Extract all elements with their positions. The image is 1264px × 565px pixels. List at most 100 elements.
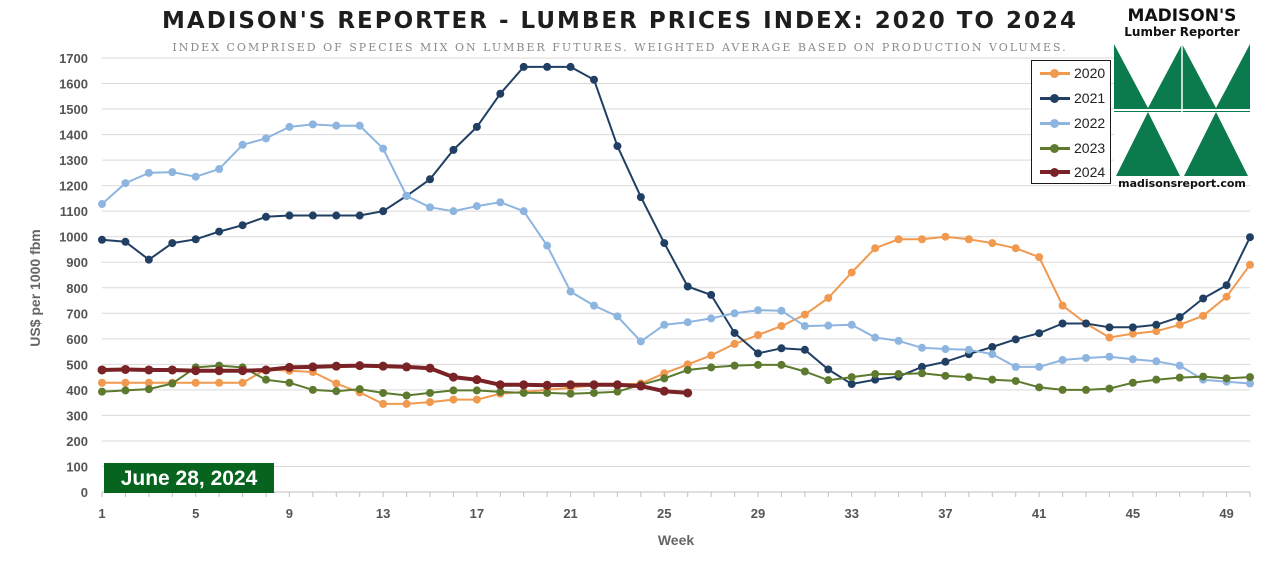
data-point xyxy=(871,370,880,379)
data-point xyxy=(472,375,482,385)
data-point xyxy=(402,191,411,200)
data-point xyxy=(472,386,481,395)
data-point xyxy=(168,379,177,388)
data-point xyxy=(355,211,364,220)
y-tick-label: 1000 xyxy=(59,230,88,245)
data-point xyxy=(426,398,434,407)
data-point xyxy=(121,237,130,246)
y-tick-label: 1200 xyxy=(59,179,88,194)
data-point xyxy=(1152,320,1161,329)
data-point xyxy=(449,145,458,154)
x-tick-label: 37 xyxy=(938,506,952,521)
data-point xyxy=(918,369,926,378)
data-point xyxy=(285,122,294,131)
data-point xyxy=(590,301,598,310)
data-point xyxy=(215,227,224,236)
data-point xyxy=(1175,373,1184,382)
data-point xyxy=(660,320,669,329)
y-tick-label: 100 xyxy=(66,459,88,474)
data-point xyxy=(636,337,645,346)
data-point xyxy=(800,322,809,331)
data-point xyxy=(707,314,716,323)
data-point xyxy=(519,207,528,216)
data-point xyxy=(613,142,622,151)
data-point xyxy=(496,198,505,207)
data-point xyxy=(191,366,201,376)
data-point xyxy=(378,361,388,371)
data-point xyxy=(355,361,365,371)
data-point xyxy=(754,330,762,339)
data-point xyxy=(426,388,434,397)
y-tick-label: 0 xyxy=(81,485,88,500)
data-point xyxy=(98,235,106,244)
x-tick-label: 1 xyxy=(98,506,105,521)
data-point xyxy=(824,293,833,302)
data-point xyxy=(707,363,716,372)
y-tick-label: 600 xyxy=(66,332,88,347)
data-point xyxy=(683,388,693,398)
data-point xyxy=(402,362,412,372)
data-point xyxy=(215,378,224,387)
x-tick-label: 49 xyxy=(1219,506,1233,521)
data-point xyxy=(98,200,106,209)
data-point xyxy=(964,235,973,244)
data-point xyxy=(777,322,786,331)
chart-title: MADISON'S REPORTER - LUMBER PRICES INDEX… xyxy=(162,8,1078,34)
data-point xyxy=(894,370,903,379)
data-point xyxy=(1128,323,1137,332)
data-point xyxy=(168,168,177,177)
data-point xyxy=(1035,362,1044,371)
data-point xyxy=(355,121,364,130)
x-tick-label: 45 xyxy=(1126,506,1140,521)
y-tick-label: 1500 xyxy=(59,102,88,117)
data-point xyxy=(1105,352,1114,361)
data-point xyxy=(1058,301,1067,310)
data-point xyxy=(308,120,317,129)
data-point xyxy=(331,361,341,371)
y-tick-label: 500 xyxy=(66,357,88,372)
data-point xyxy=(1105,323,1114,332)
data-point xyxy=(332,387,341,396)
data-point xyxy=(332,211,341,220)
y-tick-label: 1700 xyxy=(59,51,88,66)
y-tick-label: 400 xyxy=(66,383,88,398)
y-tick-label: 1600 xyxy=(59,77,88,92)
data-point xyxy=(1246,379,1254,388)
data-point xyxy=(636,381,646,391)
date-badge: June 28, 2024 xyxy=(104,463,274,493)
data-point xyxy=(1128,378,1137,387)
data-point xyxy=(519,62,528,71)
data-point xyxy=(308,362,318,372)
data-point xyxy=(1058,319,1067,328)
legend-item-2022: 2022 xyxy=(1038,113,1110,133)
data-point xyxy=(1199,372,1208,381)
data-point xyxy=(964,345,973,354)
x-tick-label: 17 xyxy=(470,506,484,521)
data-point xyxy=(1128,329,1137,338)
data-point xyxy=(918,235,926,244)
legend-label: 2020 xyxy=(1074,65,1106,81)
data-point xyxy=(566,380,576,390)
data-point xyxy=(449,395,458,404)
data-point xyxy=(824,365,833,374)
data-point xyxy=(98,378,106,387)
logo-subtitle: Lumber Reporter xyxy=(1124,25,1240,39)
data-point xyxy=(590,75,598,84)
data-point xyxy=(941,357,950,366)
legend-marker xyxy=(1050,69,1059,78)
data-point xyxy=(660,374,669,383)
data-point xyxy=(472,395,481,404)
data-point xyxy=(1175,313,1184,322)
data-point xyxy=(566,389,575,398)
data-point xyxy=(589,380,599,390)
legend-marker xyxy=(1050,168,1059,177)
y-tick-label: 700 xyxy=(66,306,88,321)
data-point xyxy=(262,375,270,384)
legend-item-2024: 2024 xyxy=(1038,162,1110,182)
data-point xyxy=(800,310,809,319)
series-2021 xyxy=(98,62,1254,389)
data-point xyxy=(941,371,950,380)
data-point xyxy=(191,172,200,181)
legend-marker xyxy=(1050,119,1059,128)
y-axis-label: US$ per 1000 fbm xyxy=(27,229,43,347)
